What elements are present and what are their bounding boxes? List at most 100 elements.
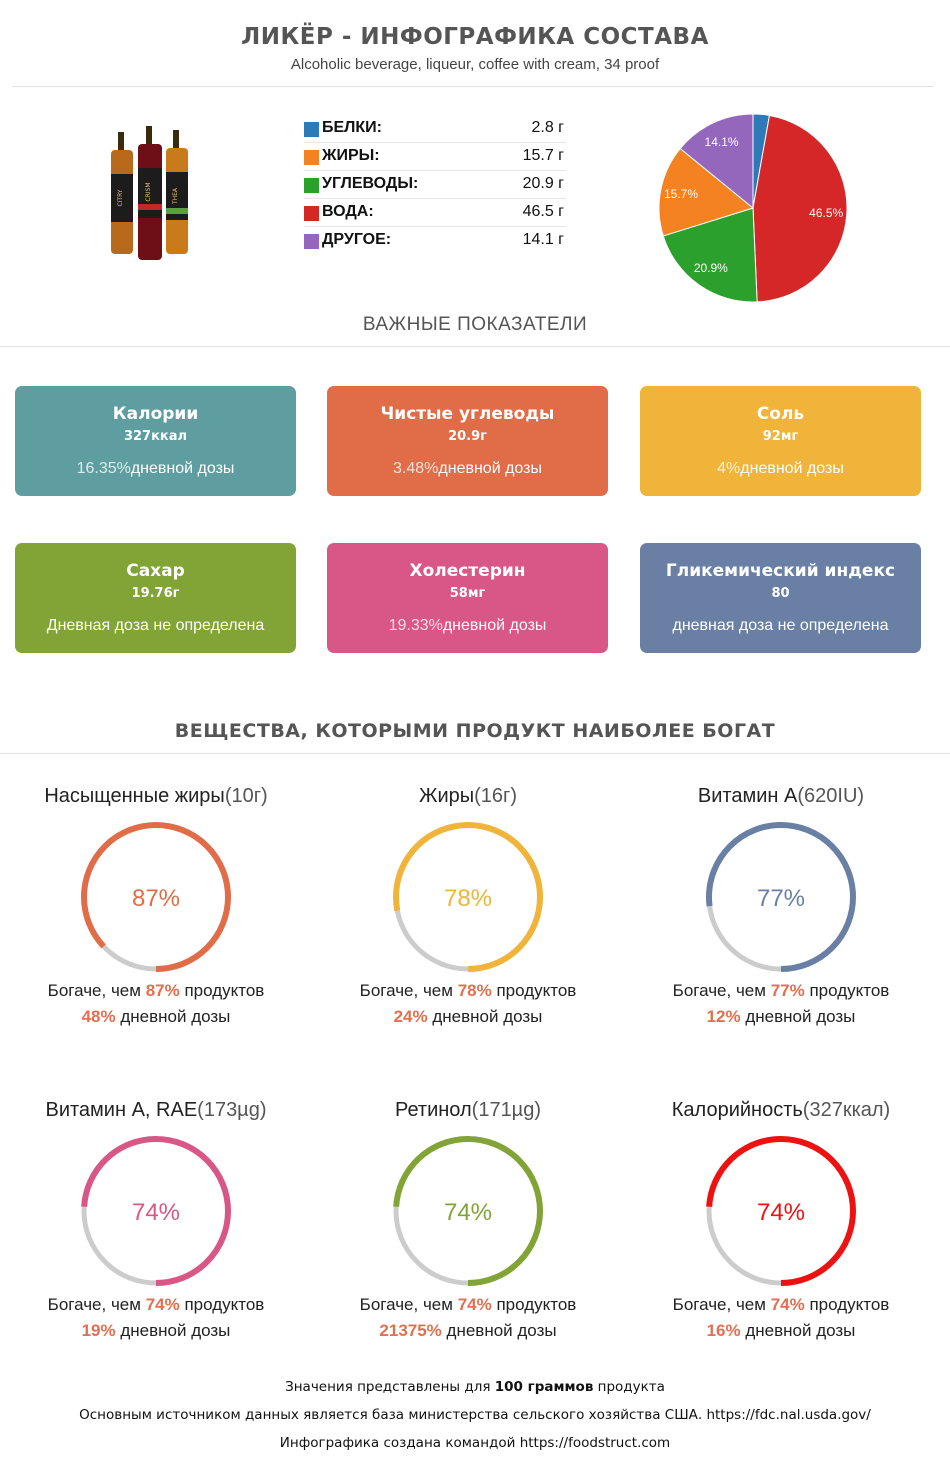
pie-slice-label: 46.5% <box>809 206 843 220</box>
pie-slice-label: 14.1% <box>705 135 739 149</box>
divider <box>0 753 950 754</box>
card-daily-pct: 16.35% <box>76 460 131 477</box>
card-daily-text: дневной дозы <box>130 460 235 477</box>
daily-dose-line: 16% дневной дозы <box>625 1321 937 1341</box>
richer-than-line: Богаче, чем 74% продуктов <box>312 1295 624 1315</box>
card-value: 20.9г <box>448 429 487 444</box>
rich-item-amount: (171µg) <box>471 1099 541 1121</box>
card-glycemic-index: Гликемический индекс 80 дневная доза не … <box>640 543 921 653</box>
macro-label: БЕЛКИ: <box>322 119 382 136</box>
percentile-ring: 74% <box>706 1136 856 1286</box>
pie-slice-3 <box>658 147 755 237</box>
card-salt: Соль 92мг 4%дневной дозы <box>640 386 921 496</box>
daily-suffix: дневной дозы <box>446 1321 557 1340</box>
divider <box>12 86 934 87</box>
pie-slice-1 <box>752 114 848 303</box>
water-color-swatch <box>304 206 319 221</box>
richer-than-line: Богаче, чем 77% продуктов <box>625 981 937 1001</box>
richer-prefix: Богаче, чем <box>47 1295 141 1314</box>
macro-value: 15.7 г <box>522 147 564 164</box>
card-value: 58мг <box>449 586 486 601</box>
card-name: Чистые углеводы <box>380 404 555 424</box>
daily-pct: 21375% <box>379 1321 442 1340</box>
card-daily: 16.35%дневной дозы <box>15 460 296 478</box>
macro-label: ЖИРЫ: <box>322 147 380 164</box>
percentile-label: 78% <box>444 885 492 912</box>
macro-value: 2.8 г <box>531 119 564 136</box>
percentile-ring: 77% <box>706 822 856 972</box>
divider <box>0 346 950 347</box>
macro-row-other: ДРУГОЕ: 14.1 г <box>304 227 566 255</box>
pie-slice-label: 20.9% <box>694 261 728 275</box>
card-name: Соль <box>756 404 805 424</box>
card-daily-text: дневная доза не определена <box>672 617 889 634</box>
macro-table: БЕЛКИ: 2.8 г ЖИРЫ: 15.7 г УГЛЕВОДЫ: 20.9… <box>304 115 566 255</box>
percentile-ring: 74% <box>393 1136 543 1286</box>
daily-pct: 19% <box>81 1321 116 1340</box>
macro-row-fat: ЖИРЫ: 15.7 г <box>304 143 566 171</box>
rich-item-name: Витамин A, RAE <box>45 1099 198 1121</box>
card-daily: Дневная доза не определена <box>15 617 296 635</box>
pie-slice-4 <box>679 113 754 210</box>
rich-in-title: ВЕЩЕСТВА, КОТОРЫМИ ПРОДУКТ НАИБОЛЕЕ БОГА… <box>174 720 776 742</box>
percentile-ring: 74% <box>81 1136 231 1286</box>
macro-row-water: ВОДА: 46.5 г <box>304 199 566 227</box>
daily-pct: 16% <box>706 1321 741 1340</box>
bottle-label-3: THEA <box>172 187 179 205</box>
richer-suffix: продуктов <box>809 1295 890 1314</box>
card-name: Гликемический индекс <box>665 561 896 581</box>
richer-pct: 74% <box>145 1295 180 1314</box>
rich-item-name: Насыщенные жиры <box>44 785 225 807</box>
card-net-carbs: Чистые углеводы 20.9г 3.48%дневной дозы <box>327 386 608 496</box>
richer-prefix: Богаче, чем <box>47 981 141 1000</box>
card-daily-text: Дневная доза не определена <box>46 617 265 634</box>
macro-value: 20.9 г <box>522 175 564 192</box>
daily-suffix: дневной дозы <box>120 1007 231 1026</box>
richer-pct: 78% <box>457 981 492 1000</box>
richer-suffix: продуктов <box>496 1295 577 1314</box>
daily-dose-line: 19% дневной дозы <box>0 1321 312 1341</box>
percentile-label: 87% <box>132 885 180 912</box>
footer-note: Значения представлены для 100 граммов пр… <box>0 1379 950 1395</box>
card-name: Калории <box>112 404 199 424</box>
card-daily: дневная доза не определена <box>640 617 921 635</box>
daily-suffix: дневной дозы <box>432 1007 543 1026</box>
richer-than-line: Богаче, чем 74% продуктов <box>625 1295 937 1315</box>
carbs-color-swatch <box>304 178 319 193</box>
daily-pct: 12% <box>706 1007 741 1026</box>
fat-color-swatch <box>304 150 319 165</box>
rich-item-amount: (327ккал) <box>802 1099 891 1121</box>
daily-dose-line: 12% дневной дозы <box>625 1007 937 1027</box>
rich-item-name: Ретинол <box>395 1099 472 1121</box>
richer-prefix: Богаче, чем <box>672 1295 766 1314</box>
rich-item-amount: (10г) <box>224 785 268 807</box>
footer-source: Основным источником данных является база… <box>79 1407 871 1423</box>
card-cholesterol: Холестерин 58мг 19.33%дневной дозы <box>327 543 608 653</box>
card-daily: 19.33%дневной дозы <box>327 617 608 635</box>
richer-suffix: продуктов <box>809 981 890 1000</box>
percentile-label: 74% <box>444 1199 492 1226</box>
bottle-label-1: CITRY <box>117 189 124 206</box>
ring-progress <box>706 1136 856 1286</box>
page-title: ЛИКЁР - ИНФОГРАФИКА СОСТАВА <box>241 24 709 50</box>
percentile-label: 74% <box>757 1199 805 1226</box>
composition-pie-chart: 46.5% 20.9% 15.7% 14.1% <box>658 113 848 303</box>
footer-note-bold: 100 граммов <box>494 1379 594 1395</box>
percentile-ring: 78% <box>393 822 543 972</box>
rich-item-title: Насыщенные жиры(10г) <box>0 785 312 808</box>
macro-value: 46.5 г <box>522 203 564 220</box>
rich-item-title: Жиры(16г) <box>312 785 624 808</box>
ring-progress <box>706 822 856 972</box>
card-value: 80 <box>771 586 790 601</box>
richer-prefix: Богаче, чем <box>359 981 453 1000</box>
percentile-label: 77% <box>757 885 805 912</box>
card-daily: 3.48%дневной дозы <box>327 460 608 478</box>
daily-pct: 24% <box>393 1007 428 1026</box>
richer-than-line: Богаче, чем 74% продуктов <box>0 1295 312 1315</box>
other-color-swatch <box>304 234 319 249</box>
card-daily-pct: 19.33% <box>388 617 443 634</box>
percentile-ring: 87% <box>81 822 231 972</box>
daily-dose-line: 21375% дневной дозы <box>312 1321 624 1341</box>
daily-suffix: дневной дозы <box>745 1321 856 1340</box>
protein-color-swatch <box>304 122 319 137</box>
